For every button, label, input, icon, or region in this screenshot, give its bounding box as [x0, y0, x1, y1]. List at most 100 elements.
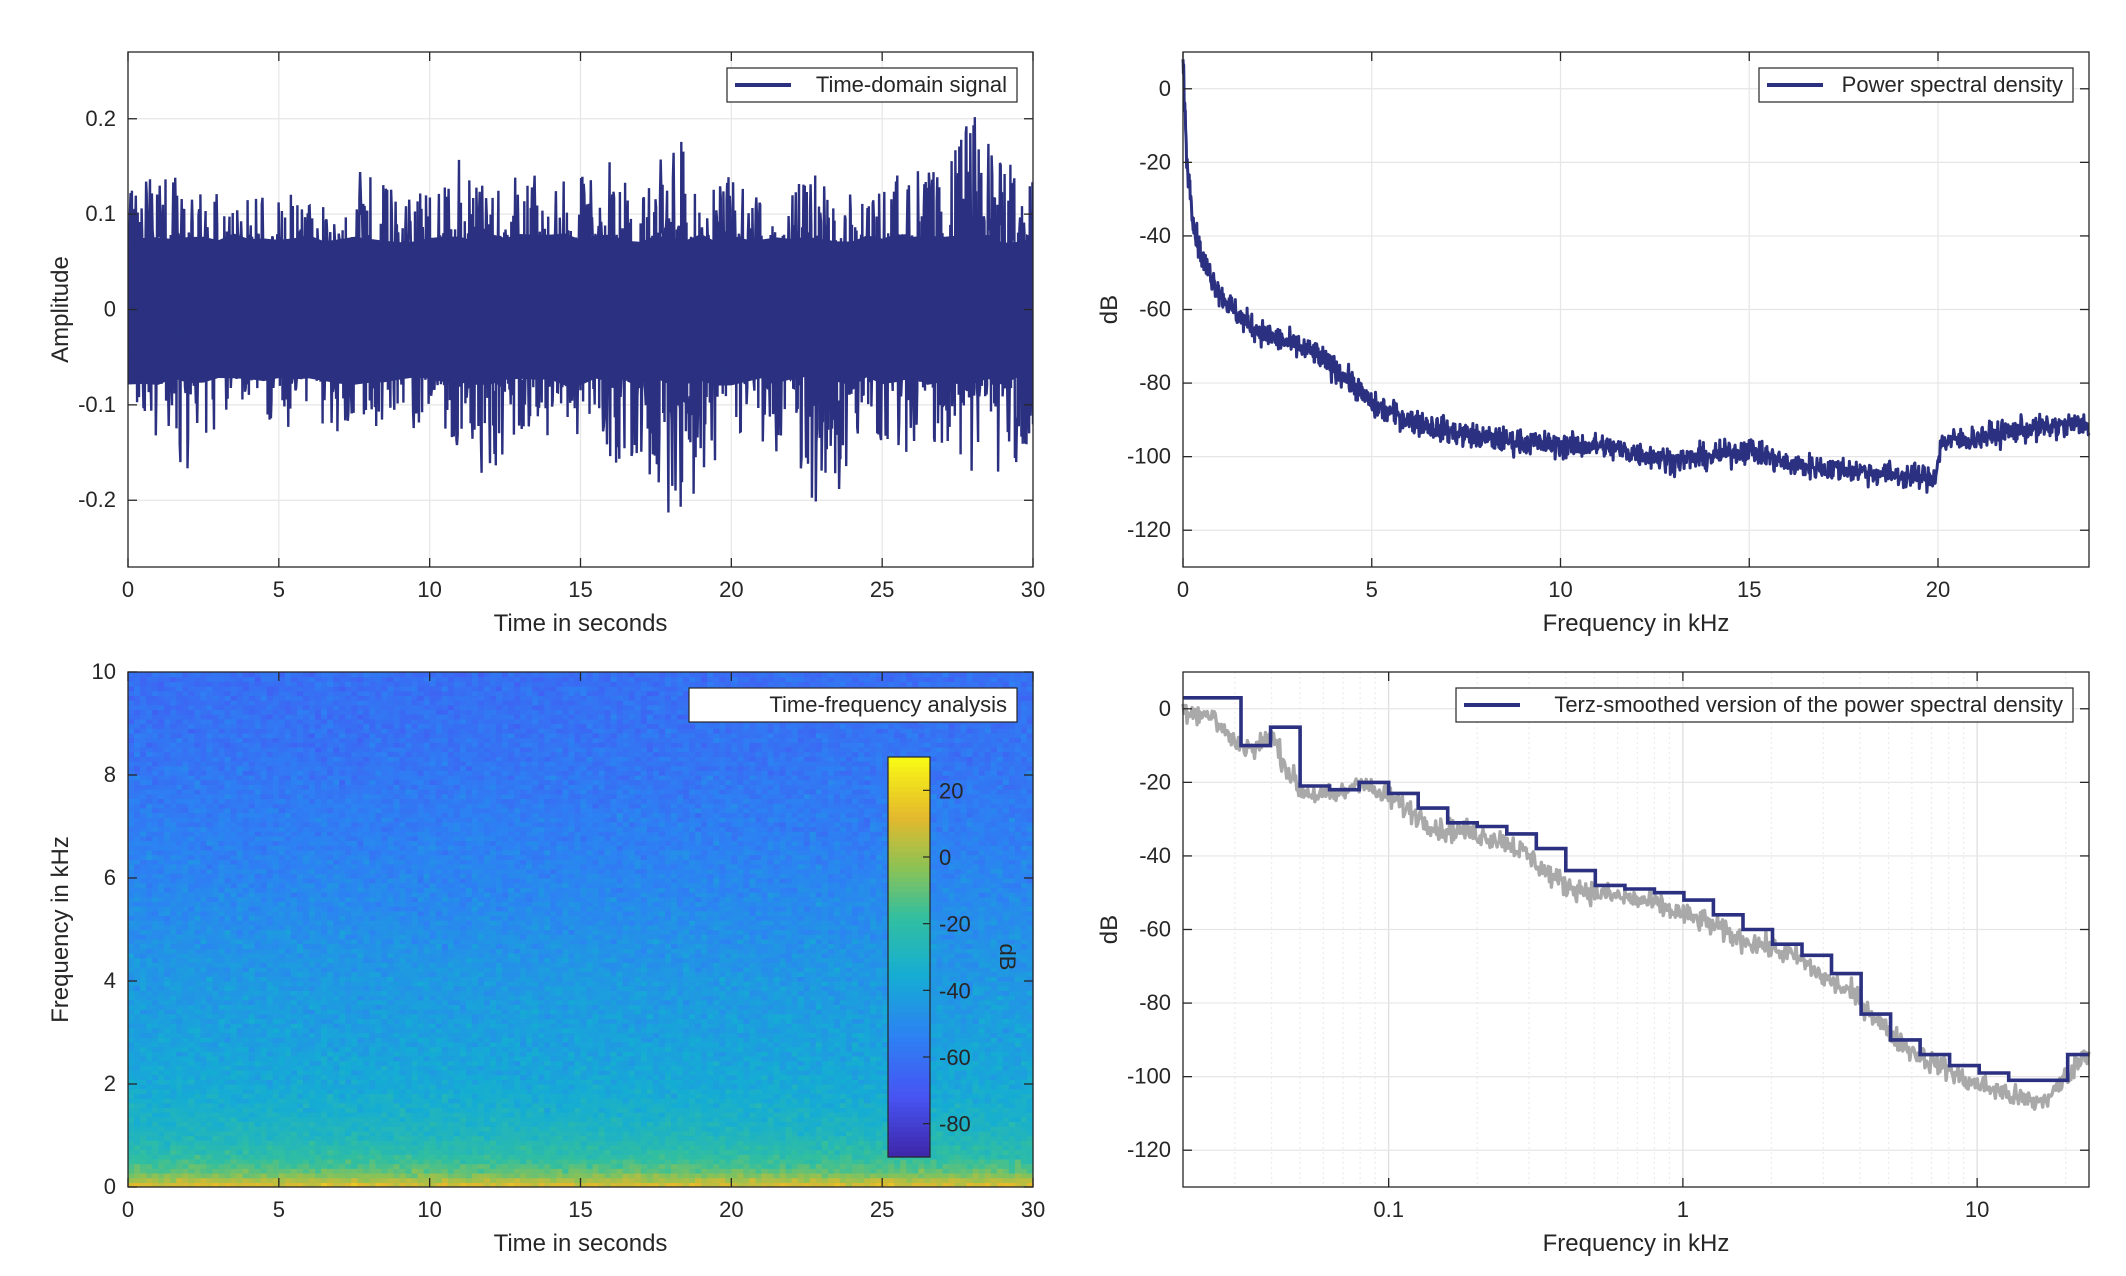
- psd-chart: 0 5 10 15 20 -120 -100 -80 -60 -40 -20 0 Frequency i…: [1096, 51, 2091, 637]
- spectrogram-chart: 0 5 10 15 20 25 30 0 2 4 6 8 10 Time in seconds Freque…: [47, 659, 1045, 1257]
- colorbar-step: [888, 1147, 930, 1153]
- colorbar-step: [888, 867, 930, 873]
- colorbar-tick-label: 20: [939, 778, 963, 803]
- colorbar-step: [888, 872, 930, 878]
- y-tick-label: -80: [1139, 990, 1171, 1015]
- colorbar-step: [888, 1002, 930, 1008]
- colorbar-tick-label: -20: [939, 912, 971, 937]
- legend-entry: Time-frequency analysis: [769, 692, 1007, 717]
- colorbar-step: [888, 822, 930, 828]
- colorbar-step: [888, 927, 930, 933]
- colorbar-step: [888, 1012, 930, 1018]
- colorbar-step: [888, 857, 930, 863]
- raw-psd-line: [1181, 703, 2091, 1111]
- colorbar-step: [888, 1067, 930, 1073]
- colorbar-step: [888, 972, 930, 978]
- x-tick-label: 15: [568, 577, 592, 602]
- time-domain-chart: 0 5 10 15 20 25 30 -0.2 -0.1 0 0.1 0.2 Time in secon…: [47, 51, 1045, 637]
- colorbar-label: dB: [995, 944, 1020, 971]
- x-tick-label: 25: [870, 1197, 894, 1222]
- colorbar-step: [888, 827, 930, 833]
- x-tick-label: 10: [417, 1197, 441, 1222]
- colorbar-step: [888, 772, 930, 778]
- colorbar-step: [888, 832, 930, 838]
- y-tick-label: 0: [104, 297, 116, 322]
- colorbar-step: [888, 932, 930, 938]
- y-tick-label: -40: [1139, 843, 1171, 868]
- legend-box: [1455, 687, 2074, 723]
- y-tick-label: 6: [104, 865, 116, 890]
- y-tick-label: 0.2: [85, 106, 116, 131]
- colorbar-step: [888, 1007, 930, 1013]
- colorbar-step: [888, 1092, 930, 1098]
- y-tick-label: -20: [1139, 149, 1171, 174]
- spectrogram-cells: [128, 672, 1034, 1188]
- y-axis-label: Frequency in kHz: [47, 836, 74, 1023]
- colorbar-step: [888, 777, 930, 783]
- x-tick-label: 30: [1021, 1197, 1045, 1222]
- colorbar-step: [888, 1087, 930, 1093]
- colorbar-step: [888, 802, 930, 808]
- x-tick-label: 5: [273, 1197, 285, 1222]
- colorbar-step: [888, 792, 930, 798]
- y-axis-label: dB: [1096, 915, 1123, 944]
- y-tick-label: -20: [1139, 769, 1171, 794]
- colorbar-box: [887, 756, 931, 1158]
- colorbar-step: [888, 1037, 930, 1043]
- colorbar-step: [888, 1022, 930, 1028]
- y-tick-label: 0: [1159, 76, 1171, 101]
- colorbar-step: [888, 977, 930, 983]
- y-tick-label: -100: [1127, 444, 1171, 469]
- colorbar: -80 -60 -40 -20 0 20 dB: [887, 756, 1020, 1158]
- colorbar-step: [888, 1072, 930, 1078]
- y-tick-label: -0.1: [78, 392, 116, 417]
- x-tick-label: 5: [273, 577, 285, 602]
- colorbar-step: [888, 937, 930, 943]
- colorbar-step: [888, 1127, 930, 1133]
- colorbar-step: [888, 942, 930, 948]
- x-tick-label: 5: [1366, 577, 1378, 602]
- y-tick-label: 0: [104, 1174, 116, 1199]
- colorbar-step: [888, 947, 930, 953]
- y-tick-label: -100: [1127, 1064, 1171, 1089]
- y-tick-label: 4: [104, 968, 116, 993]
- colorbar-step: [888, 782, 930, 788]
- terz-chart: 0.1 1 10 -120 -100 -80 -60 -40 -20 0 Frequency in …: [1096, 671, 2091, 1257]
- colorbar-step: [888, 1017, 930, 1023]
- colorbar-tick-label: -40: [939, 978, 971, 1003]
- x-tick-label: 0: [122, 1197, 134, 1222]
- colorbar-step: [888, 957, 930, 963]
- colorbar-step: [888, 817, 930, 823]
- colorbar-step: [888, 922, 930, 928]
- y-tick-label: -40: [1139, 223, 1171, 248]
- x-tick-label: 15: [1737, 577, 1761, 602]
- colorbar-step: [888, 877, 930, 883]
- y-tick-label: -80: [1139, 370, 1171, 395]
- y-tick-label: 10: [92, 659, 116, 684]
- colorbar-step: [888, 1077, 930, 1083]
- colorbar-step: [888, 852, 930, 858]
- colorbar-step: [888, 762, 930, 768]
- colorbar-step: [888, 892, 930, 898]
- x-axis-label: Time in seconds: [494, 1230, 668, 1257]
- colorbar-step: [888, 1097, 930, 1103]
- colorbar-step: [888, 847, 930, 853]
- x-tick-label: 20: [719, 1197, 743, 1222]
- colorbar-step: [888, 952, 930, 958]
- colorbar-step: [888, 1102, 930, 1108]
- colorbar-tick-label: -80: [939, 1112, 971, 1137]
- colorbar-step: [888, 917, 930, 923]
- x-tick-label: 10: [1548, 577, 1572, 602]
- colorbar-step: [888, 1137, 930, 1143]
- colorbar-step: [888, 987, 930, 993]
- colorbar-step: [888, 897, 930, 903]
- colorbar-step: [888, 967, 930, 973]
- y-tick-label: -60: [1139, 917, 1171, 942]
- colorbar-step: [888, 1082, 930, 1088]
- colorbar-step: [888, 1142, 930, 1148]
- legend-box: [688, 687, 1018, 723]
- colorbar-step: [888, 1152, 930, 1158]
- colorbar-step: [888, 1042, 930, 1048]
- colorbar-tick-label: 0: [939, 845, 951, 870]
